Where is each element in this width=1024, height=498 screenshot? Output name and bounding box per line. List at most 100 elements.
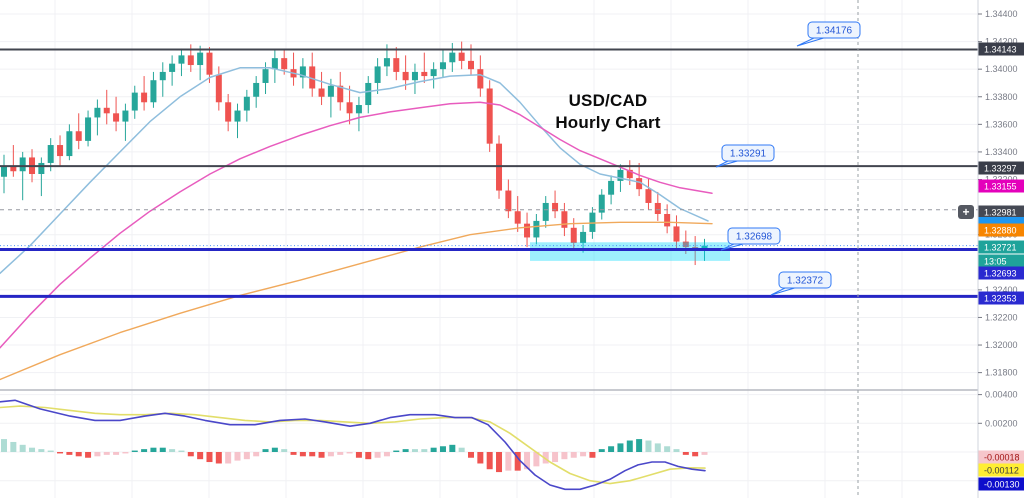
macd-histogram-bar — [580, 452, 587, 457]
add-alert-plus-button[interactable]: + — [958, 205, 974, 219]
candle — [374, 58, 381, 94]
macd-histogram-bar — [19, 444, 26, 452]
macd-histogram-bar — [654, 443, 661, 452]
macd-histogram-bar — [505, 452, 512, 471]
svg-text:-0.00112: -0.00112 — [984, 466, 1019, 476]
price-callout[interactable]: 1.34176 — [796, 21, 861, 47]
support-zone-highlight — [530, 242, 730, 261]
candle — [393, 47, 400, 81]
svg-text:0.00400: 0.00400 — [985, 390, 1018, 400]
candle — [309, 52, 316, 97]
macd-histogram-bar — [318, 452, 325, 458]
candle — [477, 55, 484, 97]
chart-title-symbol: USD/CAD — [568, 91, 648, 110]
candle — [197, 45, 204, 81]
candle — [290, 52, 297, 86]
svg-text:1.32353: 1.32353 — [984, 294, 1017, 304]
svg-text:1.32880: 1.32880 — [984, 226, 1017, 236]
candle — [654, 191, 661, 221]
candle — [253, 76, 260, 108]
ma-mid-line — [0, 101, 713, 349]
chart-title: USD/CAD Hourly Chart — [533, 90, 683, 134]
macd-histogram-bar — [271, 447, 278, 452]
axis-price-label: 13:05 — [978, 254, 1024, 268]
candle — [636, 162, 643, 197]
candle — [271, 49, 278, 83]
svg-text:1.32698: 1.32698 — [736, 232, 773, 243]
macd-histogram-bar — [383, 452, 390, 457]
candle — [215, 66, 222, 111]
macd-histogram-bar — [449, 444, 456, 452]
macd-histogram-bar — [626, 440, 633, 452]
macd-histogram-bar — [281, 449, 288, 452]
candle — [178, 48, 185, 77]
macd-histogram-bar — [327, 452, 334, 457]
macd-histogram-bar — [468, 452, 474, 458]
macd-histogram-bar — [496, 452, 503, 473]
candle — [122, 103, 129, 141]
svg-text:+: + — [962, 205, 969, 219]
chart-title-timeframe: Hourly Chart — [555, 113, 661, 133]
candle — [1, 154, 7, 194]
macd-histogram-bar — [393, 450, 400, 452]
macd-histogram-bar — [1, 439, 7, 452]
macd-histogram-bar — [552, 452, 559, 463]
macd-histogram-bar — [178, 450, 185, 452]
macd-histogram-bar — [570, 452, 577, 458]
candle — [113, 96, 120, 132]
candle — [243, 89, 250, 122]
svg-text:1.32372: 1.32372 — [787, 276, 824, 287]
macd-histogram-bar — [309, 452, 316, 457]
price-callout[interactable]: 1.32698 — [720, 227, 781, 251]
macd-histogram-bar — [290, 452, 297, 455]
macd-histogram-bar — [402, 449, 409, 452]
candle — [346, 85, 353, 125]
candle — [38, 157, 45, 197]
macd-histogram-bar — [47, 450, 54, 452]
macd-histogram-bar — [75, 452, 82, 457]
axis-price-label: -0.00112 — [978, 463, 1024, 477]
price-callout[interactable]: 1.32372 — [770, 271, 832, 296]
macd-histogram-bar — [365, 452, 372, 460]
macd-main-line — [0, 399, 706, 491]
candle — [552, 190, 559, 219]
candle — [234, 103, 241, 139]
svg-text:1.32693: 1.32693 — [984, 269, 1017, 279]
candle — [365, 76, 372, 114]
svg-text:1.33291: 1.33291 — [730, 149, 767, 160]
candle — [430, 62, 437, 89]
candle — [533, 213, 540, 245]
macd-histogram-bar — [57, 452, 64, 454]
axis-price-label: 1.32721 — [978, 240, 1024, 254]
macd-histogram-bar — [589, 452, 596, 458]
candle — [94, 99, 101, 136]
macd-histogram-bar — [411, 449, 418, 452]
candle — [141, 76, 148, 111]
candle — [262, 62, 269, 94]
candle — [85, 110, 92, 147]
svg-text:1.32981: 1.32981 — [984, 208, 1017, 218]
price-callout[interactable]: 1.33291 — [715, 144, 775, 168]
candle — [439, 49, 446, 78]
candle — [10, 145, 17, 177]
macd-histogram-bar — [374, 452, 381, 458]
macd-histogram-bar — [355, 452, 362, 458]
axis-price-label — [978, 217, 1024, 225]
macd-histogram-bar — [598, 449, 605, 452]
candle — [673, 215, 680, 250]
candle — [150, 71, 157, 108]
svg-text:-0.00130: -0.00130 — [984, 480, 1020, 490]
macd-histogram-bar — [533, 452, 540, 467]
macd-histogram-bar — [215, 452, 222, 464]
candle — [103, 89, 110, 125]
candle — [169, 55, 176, 86]
svg-text:1.34400: 1.34400 — [985, 9, 1018, 19]
candlestick-series — [1, 41, 708, 266]
macd-histogram-bar — [692, 452, 699, 457]
axis-price-label: -0.00130 — [978, 477, 1024, 491]
candle — [337, 71, 344, 111]
macd-histogram-bar — [38, 449, 45, 452]
svg-text:1.34200: 1.34200 — [985, 37, 1018, 47]
axis-price-label: 1.33155 — [978, 179, 1024, 193]
